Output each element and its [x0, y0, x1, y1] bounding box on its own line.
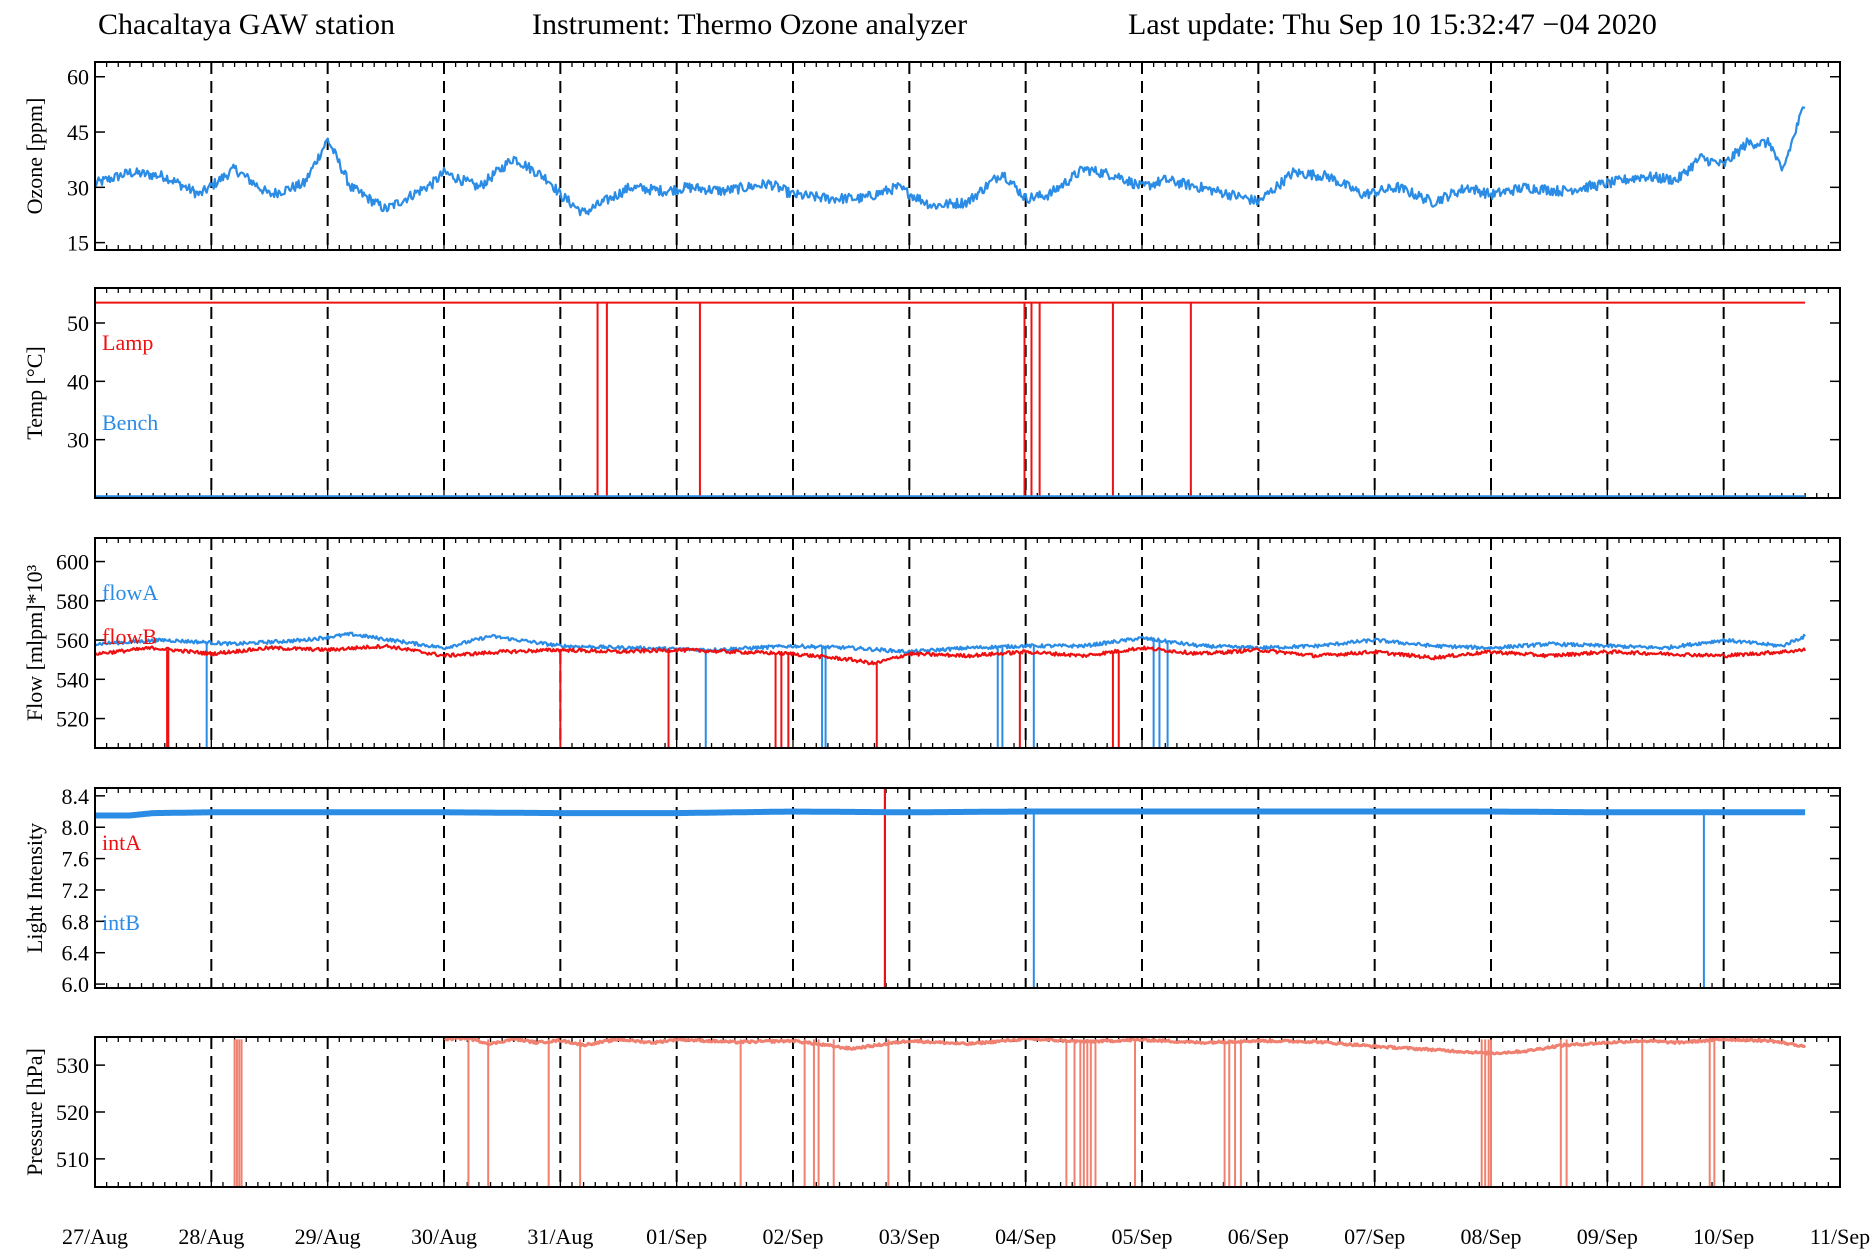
x-tick-label: 28/Aug: [178, 1224, 244, 1249]
y-tick-label: 6.4: [62, 941, 90, 966]
y-tick-label: 60: [67, 65, 89, 90]
y-tick-label: 560: [56, 628, 89, 653]
x-tick-label: 09/Sep: [1577, 1224, 1638, 1249]
y-axis-label: Temp [°C]: [22, 346, 47, 439]
panel-frame: [94, 787, 1841, 989]
legend-entry: Lamp: [102, 330, 153, 355]
panel-3: 520 540 560 580 600 Flow [mlpm]*10³ flowA flowB: [22, 537, 1841, 749]
legend-entry: intA: [102, 830, 141, 855]
x-tick-label: 03/Sep: [879, 1224, 940, 1249]
instrument-title: Instrument: Thermo Ozone analyzer: [532, 8, 968, 41]
plot-area: [95, 301, 1806, 498]
y-tick-label: 30: [67, 428, 89, 453]
x-tick-label: 11/Sep: [1810, 1224, 1870, 1249]
panel-frame: [94, 537, 1841, 749]
y-tick-label: 50: [67, 311, 89, 336]
y-tick-label: 520: [56, 1100, 89, 1125]
x-tick-label: 02/Sep: [762, 1224, 823, 1249]
y-tick-label: 6.8: [62, 909, 90, 934]
legend-entry: intB: [102, 910, 140, 935]
y-axis-label: Pressure [hPa]: [22, 1048, 47, 1176]
series-line: [443, 1037, 1807, 1056]
panel-1: 15 30 45 60 Ozone [ppm]: [22, 61, 1841, 256]
legend-entry: Bench: [102, 410, 158, 435]
plot-area: [95, 106, 1806, 217]
station-title: Chacaltaya GAW station: [98, 8, 395, 41]
y-tick-label: 520: [56, 707, 89, 732]
y-axis-label: Light Intensity: [22, 823, 47, 953]
y-tick-label: 45: [67, 120, 89, 145]
y-tick-label: 540: [56, 667, 89, 692]
panel-5: 510 520 530 Pressure [hPa]: [22, 1036, 1841, 1188]
panel-frame: [94, 1036, 1841, 1188]
plot-area: [95, 788, 1807, 988]
y-tick-label: 600: [56, 550, 89, 575]
x-tick-label: 07/Sep: [1344, 1224, 1405, 1249]
x-tick-label: 10/Sep: [1693, 1224, 1754, 1249]
panel-frame: [94, 287, 1841, 499]
panel-4: 6.0 6.4 6.8 7.2 7.6 8.0 8.4 Light Intensity intA…: [22, 784, 1841, 997]
legend-entry: flowB: [102, 624, 157, 649]
y-tick-label: 15: [67, 231, 89, 256]
y-tick-label: 7.6: [62, 847, 90, 872]
panel-2: 30 40 50 Temp [°C] Lamp Bench: [22, 287, 1841, 499]
last-update-text: Last update: Thu Sep 10 15:32:47 −04 202…: [1128, 8, 1657, 41]
x-tick-label: 31/Aug: [527, 1224, 593, 1249]
x-tick-label: 29/Aug: [295, 1224, 361, 1249]
x-tick-label: 05/Sep: [1111, 1224, 1172, 1249]
plot-area: [95, 631, 1807, 748]
series-line: [95, 106, 1806, 217]
y-tick-label: 40: [67, 369, 89, 394]
y-tick-label: 6.0: [62, 972, 90, 997]
series-line: [95, 808, 1807, 819]
y-tick-label: 8.0: [62, 815, 90, 840]
y-tick-label: 510: [56, 1147, 89, 1172]
x-tick-label: 30/Aug: [411, 1224, 477, 1249]
y-tick-label: 8.4: [62, 784, 90, 809]
panel-frame: [94, 61, 1841, 251]
y-tick-label: 30: [67, 175, 89, 200]
x-tick-label: 06/Sep: [1228, 1224, 1289, 1249]
y-axis-label: Flow [mlpm]*10³: [22, 564, 47, 721]
y-axis-label: Ozone [ppm]: [22, 98, 47, 215]
series-line: [95, 643, 1807, 666]
series-line: [95, 631, 1806, 655]
y-tick-label: 580: [56, 589, 89, 614]
y-tick-label: 530: [56, 1053, 89, 1078]
legend-entry: flowA: [102, 580, 158, 605]
x-tick-label: 08/Sep: [1460, 1224, 1521, 1249]
y-tick-label: 7.2: [62, 878, 90, 903]
x-tick-label: 27/Aug: [62, 1224, 128, 1249]
x-tick-label: 04/Sep: [995, 1224, 1056, 1249]
plot-area: [233, 1037, 1807, 1187]
x-tick-label: 01/Sep: [646, 1224, 707, 1249]
